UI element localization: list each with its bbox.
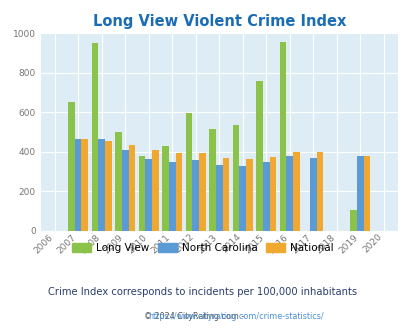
Bar <box>356 156 362 231</box>
Bar <box>122 150 128 231</box>
Bar <box>279 42 286 231</box>
Bar <box>192 160 198 231</box>
Bar <box>232 125 239 231</box>
Bar <box>262 162 269 231</box>
Title: Long View Violent Crime Index: Long View Violent Crime Index <box>92 14 345 29</box>
Bar <box>98 139 105 231</box>
Bar <box>309 158 316 231</box>
Bar <box>185 113 192 231</box>
Bar <box>151 150 158 231</box>
Bar <box>256 81 262 231</box>
Bar <box>145 159 151 231</box>
Bar <box>139 156 145 231</box>
Bar <box>81 139 88 231</box>
Bar <box>175 153 182 231</box>
Bar <box>162 146 168 231</box>
Bar <box>362 156 369 231</box>
Bar <box>286 156 292 231</box>
Bar <box>105 141 111 231</box>
Bar <box>316 152 322 231</box>
Bar <box>269 156 275 231</box>
Text: https://www.cityrating.com/crime-statistics/: https://www.cityrating.com/crime-statist… <box>148 312 323 321</box>
Bar <box>168 162 175 231</box>
Bar <box>222 158 228 231</box>
Bar <box>292 152 299 231</box>
Bar <box>245 159 252 231</box>
Bar <box>75 139 81 231</box>
Bar <box>198 153 205 231</box>
Bar <box>209 129 215 231</box>
Bar <box>239 166 245 231</box>
Text: Crime Index corresponds to incidents per 100,000 inhabitants: Crime Index corresponds to incidents per… <box>48 287 357 297</box>
Bar <box>115 132 122 231</box>
Text: © 2024 CityRating.com -: © 2024 CityRating.com - <box>144 312 246 321</box>
Legend: Long View, North Carolina, National: Long View, North Carolina, National <box>68 239 337 257</box>
Bar <box>92 43 98 231</box>
Bar <box>128 146 135 231</box>
Text: © 2024 CityRating.com - https://www.cityrating.com/crime-statistics/: © 2024 CityRating.com - https://www.city… <box>0 329 1 330</box>
Bar <box>350 210 356 231</box>
Bar <box>68 102 75 231</box>
Bar <box>215 165 222 231</box>
